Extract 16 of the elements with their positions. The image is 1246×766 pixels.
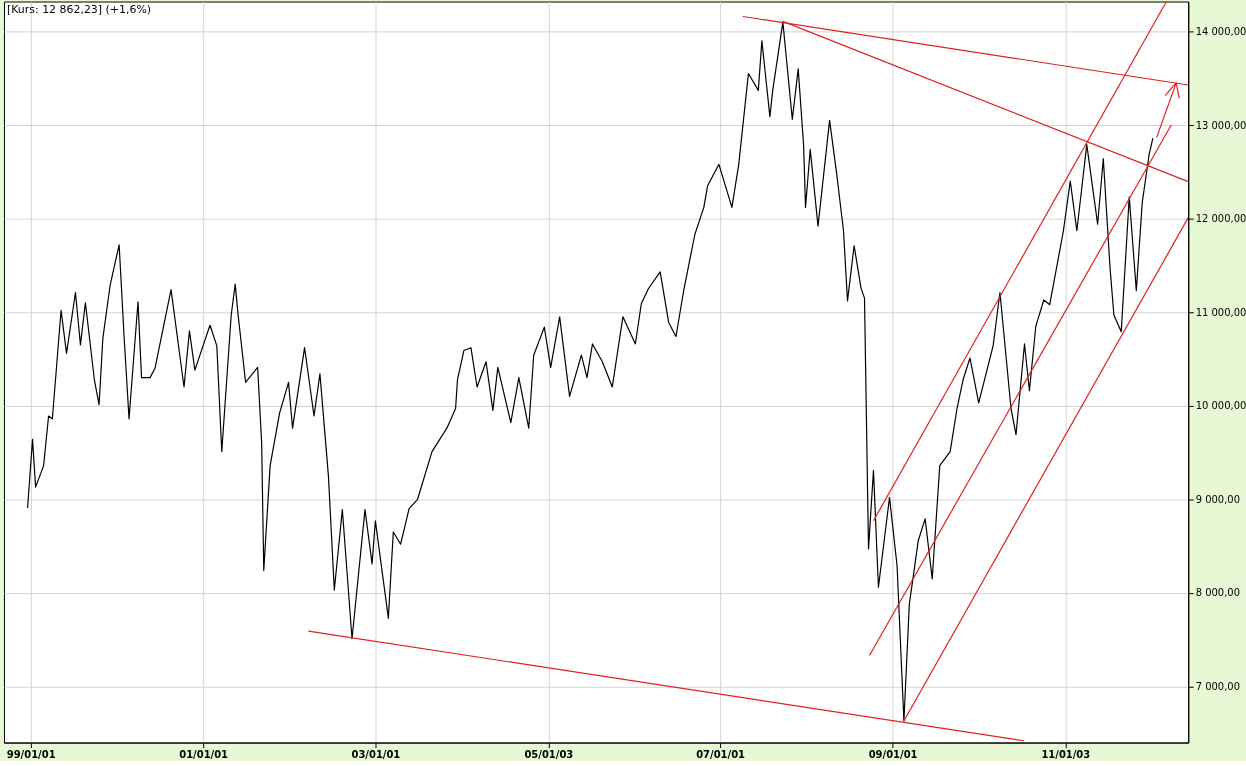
y-tick-label: 13 000,00 <box>1195 119 1246 131</box>
y-tick-label: 7 000,00 <box>1195 680 1241 692</box>
chart-title: [Kurs: 12 862,23] (+1,6%) <box>6 3 152 17</box>
x-tick-label: 05/01/03 <box>524 748 574 760</box>
x-tick-label: 07/01/01 <box>696 748 746 760</box>
y-tick-label: 14 000,00 <box>1195 25 1246 37</box>
y-tick-label: 12 000,00 <box>1195 213 1246 225</box>
y-tick-label: 8 000,00 <box>1195 587 1241 599</box>
x-tick-label: 09/01/01 <box>868 748 918 760</box>
x-tick-label: 99/01/01 <box>6 748 56 760</box>
y-tick-label: 9 000,00 <box>1195 493 1241 505</box>
y-tick-label: 10 000,00 <box>1195 400 1246 412</box>
x-tick-label: 03/01/01 <box>351 748 401 760</box>
x-tick-label: 11/01/03 <box>1041 748 1091 760</box>
x-tick-label: 01/01/01 <box>179 748 229 760</box>
y-tick-label: 11 000,00 <box>1195 306 1246 318</box>
